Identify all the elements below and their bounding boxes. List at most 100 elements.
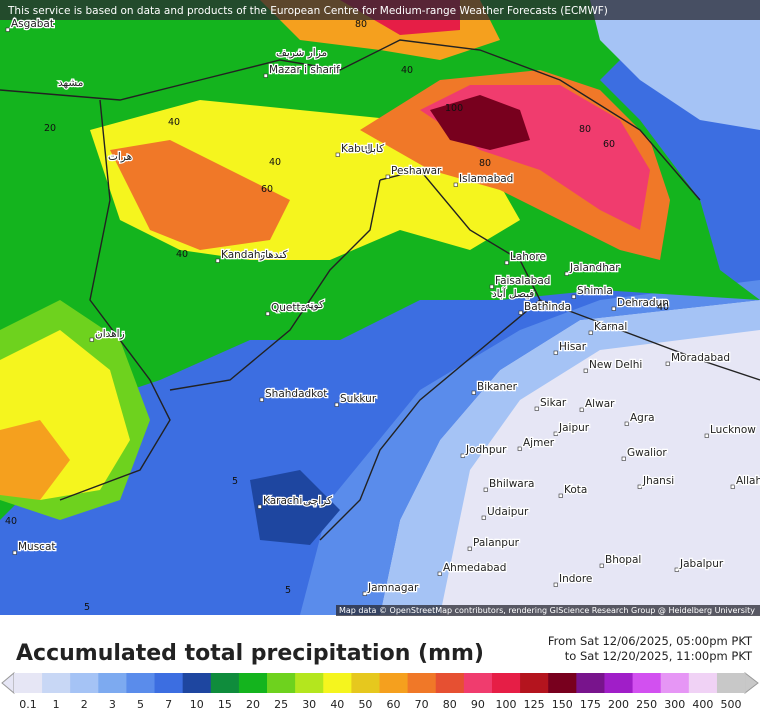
color-swatch [238,673,268,693]
bar-tick-label: 25 [274,698,288,711]
contour-label: 5 [84,602,90,613]
city-label: Sukkur [340,393,377,405]
city-dot [611,306,616,311]
border [539,299,760,381]
bar-tick-label: 1 [53,698,60,711]
city-label: کراچی [303,495,332,507]
border [169,179,381,391]
color-swatch [295,673,324,693]
city-dot [553,582,558,587]
city-dot [704,433,709,438]
color-swatch [407,673,437,693]
bar-tick-label: 60 [387,698,401,711]
bar-tick-label: 40 [330,698,344,711]
contour-label: 60 [603,139,615,150]
contour-label: 80 [579,124,591,135]
city-label: کوټه [305,299,324,311]
contour-labels: 80 40 40 20 40 60 40 100 80 60 80 40 5 40 5 5 [5,19,669,613]
bar-tick-label: 7 [165,698,172,711]
orange-area [0,420,70,500]
contour-label: 5 [232,476,238,487]
color-swatch [154,673,184,693]
city-label: Agra [630,412,655,424]
bar-tick-label: 250 [636,698,657,711]
city-label: Allah [736,475,760,487]
city-label: زاهدان [95,328,125,340]
city-label: Ahmedabad [443,562,506,574]
city-label: Shimla [577,285,613,297]
color-bar: 0.1 1 2 3 5 7 10 15 20 25 30 40 50 60 70 80 90 100 125 150 1… [1,671,759,711]
city-dot [89,337,94,342]
city-label: مشهد [58,77,83,89]
city-label: Palanpur [473,537,520,549]
city-dot [624,421,629,426]
city-label: Islamabad [459,173,513,185]
city-dot [453,182,458,187]
city-dot [504,260,509,265]
contour-label: 100 [445,103,463,114]
city-label: Bathinda [524,301,571,313]
contour-label: 80 [355,19,367,30]
city-dot [579,407,584,412]
bar-tick-label: 50 [358,698,372,711]
color-swatch [491,673,521,693]
bar-tick-label: 80 [443,698,457,711]
color-swatch [688,673,718,693]
color-swatch [520,673,549,693]
bar-tick-label: 70 [415,698,429,711]
city-dot [564,271,569,276]
contour-label: 40 [176,249,188,260]
contour-label: 60 [261,184,273,195]
bar-tick-label: 20 [246,698,260,711]
city-dot [467,546,472,551]
color-swatch [435,673,465,693]
city-label: کابل [365,143,384,155]
contour-label: 40 [168,117,180,128]
city-label: Jalandhar [569,262,620,274]
color-swatch [351,673,380,693]
map: This service is based on data and produc… [0,0,760,616]
bar-tick-label: 10 [190,698,204,711]
city-dot [583,368,588,373]
city-label: Udaipur [487,506,529,518]
city-dot [674,567,679,572]
city-dot [637,484,642,489]
city-label: Dehradun [617,297,669,309]
city-dot [553,350,558,355]
orange-area [110,140,290,250]
city-label: Ajmer [523,437,555,449]
city-label: کندهار [259,249,288,261]
city-dot [362,591,367,596]
city-dot [265,311,270,316]
color-swatch [716,673,746,693]
city-label: Jhansi [642,475,674,487]
city-label: Shahdadkot [265,388,327,400]
city-dot [215,258,220,263]
city-label: Bikaner [477,381,518,393]
light-area [590,0,760,130]
city-dot [483,487,488,492]
city-dot [665,361,670,366]
notice-bar [0,0,760,20]
color-swatch [267,673,296,693]
city-label: Faisalabad [495,275,550,287]
city-label: New Delhi [589,359,642,371]
bar-tick-label: 30 [302,698,316,711]
city-dot [571,294,576,299]
city-label: Jamnagar [367,582,419,594]
city-dot [460,453,465,458]
city-dot [518,310,523,315]
bar-tick-label: 150 [552,698,573,711]
bar-tick-label: 15 [218,698,232,711]
city-label: Alwar [585,398,615,410]
blue-area [300,280,760,615]
city-dot [489,284,494,289]
city-label: Sikar [540,397,567,409]
city-label: فیصل آباد [492,287,534,300]
date-to: to Sat 12/20/2025, 11:00pm PKT [565,649,753,663]
color-swatch [632,673,662,693]
legend-title: Accumulated total precipitation (mm) [16,641,484,666]
city-dot [588,330,593,335]
bar-tick-label: 5 [137,698,144,711]
